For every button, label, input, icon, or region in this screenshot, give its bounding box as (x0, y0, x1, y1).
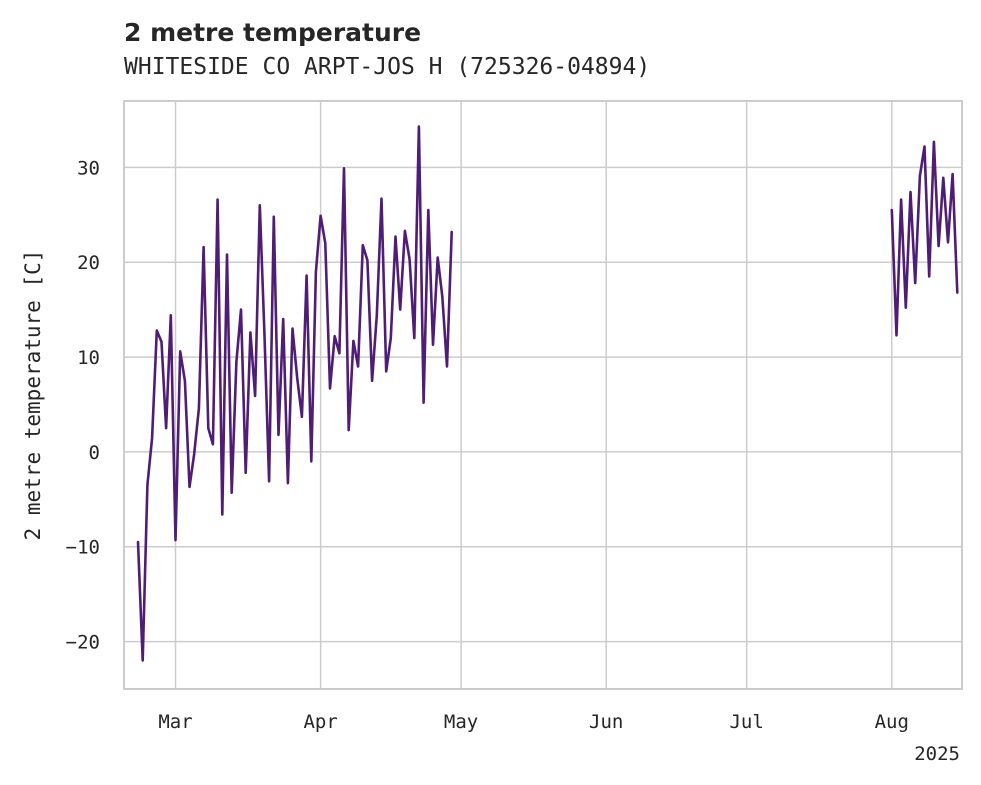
x-axis-year-label: 2025 (914, 743, 960, 765)
y-axis-ticks: −20 −10 0 10 20 30 (66, 157, 100, 653)
x-tick-label: May (444, 711, 478, 733)
temperature-line-segment-1 (890, 140, 959, 337)
x-tick-label: Aug (875, 711, 909, 733)
x-tick-label: Jul (729, 711, 763, 733)
y-tick-label: 20 (77, 252, 100, 274)
grid (124, 101, 962, 689)
y-tick-label: 0 (89, 442, 100, 464)
chart-subtitle: WHITESIDE CO ARPT-JOS H (725326-04894) (124, 54, 650, 80)
x-axis-ticks: Mar Apr May Jun Jul Aug (158, 711, 909, 733)
series-layer (136, 125, 959, 662)
plot-frame (123, 100, 963, 690)
y-axis-label: 2 metre temperature [C] (21, 250, 45, 541)
x-tick-label: Apr (303, 711, 337, 733)
x-tick-label: Mar (158, 711, 192, 733)
y-tick-label: −10 (66, 537, 100, 559)
y-tick-label: −20 (66, 632, 100, 654)
chart-title: 2 metre temperature (124, 18, 421, 47)
y-tick-label: 10 (77, 347, 100, 369)
x-tick-label: Jun (589, 711, 623, 733)
temperature-line-segment-0 (136, 125, 454, 662)
y-tick-label: 30 (77, 157, 100, 179)
